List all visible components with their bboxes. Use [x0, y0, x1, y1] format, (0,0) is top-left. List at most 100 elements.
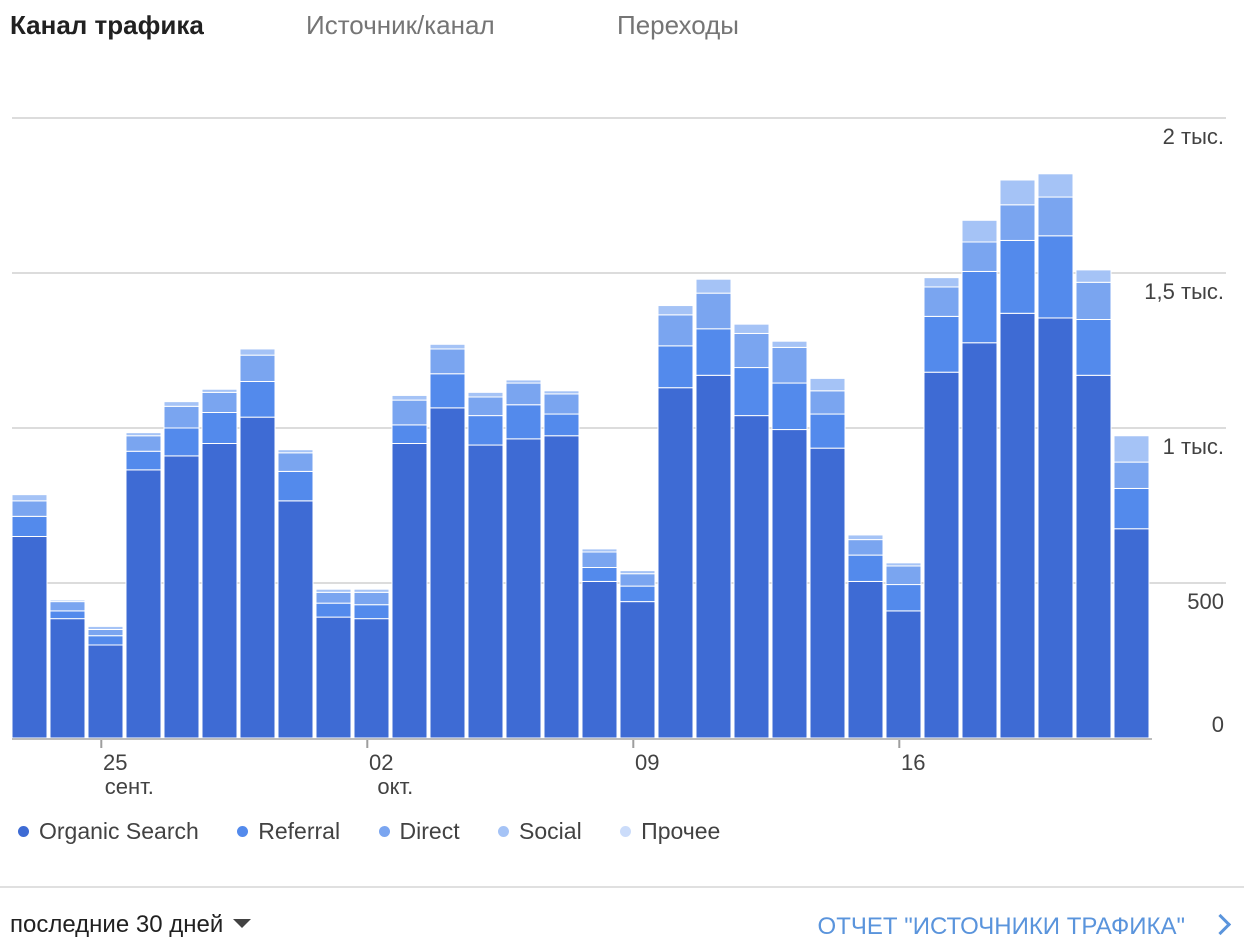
legend-item-other[interactable]: Прочее — [620, 814, 720, 848]
bar-segment — [467, 391, 504, 398]
bar-segment — [961, 219, 998, 243]
bar-segment — [695, 328, 732, 376]
bar-segment — [1037, 173, 1074, 198]
bar-segment — [657, 314, 694, 347]
bar-segment — [11, 494, 48, 502]
chart-y-axis: 0 500 1 тыс. 1,5 тыс. 2 тыс. — [1144, 124, 1224, 737]
bar-segment — [277, 449, 314, 454]
bar-segment — [201, 391, 238, 414]
tab-traffic-channel[interactable]: Канал трафика — [10, 10, 204, 40]
bar-segment — [353, 591, 390, 606]
bar-segment — [961, 342, 998, 739]
legend-label: Social — [519, 818, 582, 844]
bar-segment — [239, 416, 276, 739]
bar-segment — [771, 340, 808, 348]
bar-segment — [239, 381, 276, 418]
date-range-label: последние 30 дней — [10, 911, 224, 938]
bar-segment — [1037, 235, 1074, 319]
bar-segment — [733, 323, 770, 334]
bar-segment — [961, 270, 998, 344]
chevron-right-icon — [1209, 913, 1232, 936]
bar-segment — [999, 204, 1036, 241]
bar-segment — [619, 570, 656, 575]
legend-item-organic-search[interactable]: Organic Search — [18, 814, 199, 848]
y-tick-label: 1 тыс. — [1163, 434, 1224, 459]
legend-dot-icon — [498, 826, 510, 837]
report-tabs: Канал трафика Источник/канал Переходы — [0, 0, 1244, 56]
bar-segment — [543, 435, 580, 739]
legend-item-social[interactable]: Social — [498, 814, 582, 848]
legend-item-direct[interactable]: Direct — [378, 814, 460, 848]
bar-segment — [1037, 317, 1074, 739]
bar-segment — [923, 277, 960, 288]
bar-segment — [695, 292, 732, 330]
bar-segment — [1113, 461, 1150, 489]
legend-item-referral[interactable]: Referral — [237, 814, 340, 848]
bar-segment — [771, 382, 808, 431]
bar-segment — [201, 443, 238, 739]
bar-segment — [391, 424, 428, 444]
bar-segment — [1075, 269, 1112, 283]
bar-segment — [885, 565, 922, 586]
bar-segment — [809, 413, 846, 449]
bar-segment — [657, 305, 694, 316]
y-tick-label: 2 тыс. — [1163, 124, 1224, 149]
bar-segment — [315, 588, 352, 593]
x-tick-month-label: окт. — [377, 774, 413, 799]
bar-segment — [1113, 435, 1150, 463]
bar-segment — [847, 534, 884, 541]
bar-segment — [125, 469, 162, 739]
bar-segment — [11, 515, 48, 538]
date-range-dropdown[interactable]: последние 30 дней — [10, 908, 252, 942]
bar-segment — [695, 278, 732, 294]
bar-segment — [1075, 319, 1112, 376]
bar-segment — [1113, 487, 1150, 530]
bar-segment — [391, 399, 428, 426]
bar-segment — [239, 354, 276, 382]
y-tick-label: 1,5 тыс. — [1144, 279, 1224, 304]
bar-segment — [163, 401, 200, 407]
bar-segment — [315, 616, 352, 739]
x-tick-label: 02 — [369, 750, 393, 775]
bar-segment — [619, 601, 656, 739]
bar-segment — [49, 599, 86, 603]
bar-segment — [999, 179, 1036, 206]
bar-segment — [809, 447, 846, 739]
bar-segment — [87, 625, 124, 631]
bar-segment — [125, 432, 162, 437]
bar-segment — [581, 548, 618, 553]
bar-segment — [771, 346, 808, 384]
bar-segment — [163, 405, 200, 429]
bar-segment — [125, 450, 162, 471]
legend-label: Referral — [258, 818, 341, 844]
bar-segment — [87, 635, 124, 646]
tab-source-medium[interactable]: Источник/канал — [306, 10, 495, 40]
legend-label: Direct — [399, 818, 460, 844]
report-link-label: ОТЧЕТ "ИСТОЧНИКИ ТРАФИКА" — [817, 913, 1185, 940]
bar-segment — [543, 390, 580, 395]
bar-segment — [1075, 374, 1112, 739]
x-tick-month-label: сент. — [105, 774, 154, 799]
bar-segment — [999, 312, 1036, 739]
bar-segment — [11, 536, 48, 739]
bar-segment — [581, 567, 618, 582]
bar-segment — [885, 610, 922, 739]
bar-segment — [315, 602, 352, 618]
bar-segment — [771, 429, 808, 739]
bar-segment — [581, 580, 618, 739]
bar-segment — [201, 388, 238, 393]
bar-segment — [277, 452, 314, 472]
bar-segment — [1113, 528, 1150, 739]
traffic-sources-report-link[interactable]: ОТЧЕТ "ИСТОЧНИКИ ТРАФИКА" — [817, 910, 1232, 944]
bar-segment — [923, 286, 960, 317]
bar-segment — [619, 573, 656, 587]
bar-segment — [847, 539, 884, 556]
bar-segment — [505, 438, 542, 739]
bar-segment — [467, 444, 504, 739]
chart-bars — [11, 173, 1150, 739]
tab-referrals[interactable]: Переходы — [617, 10, 739, 40]
bar-segment — [657, 387, 694, 739]
bar-segment — [429, 343, 466, 350]
y-tick-label: 0 — [1212, 712, 1224, 737]
